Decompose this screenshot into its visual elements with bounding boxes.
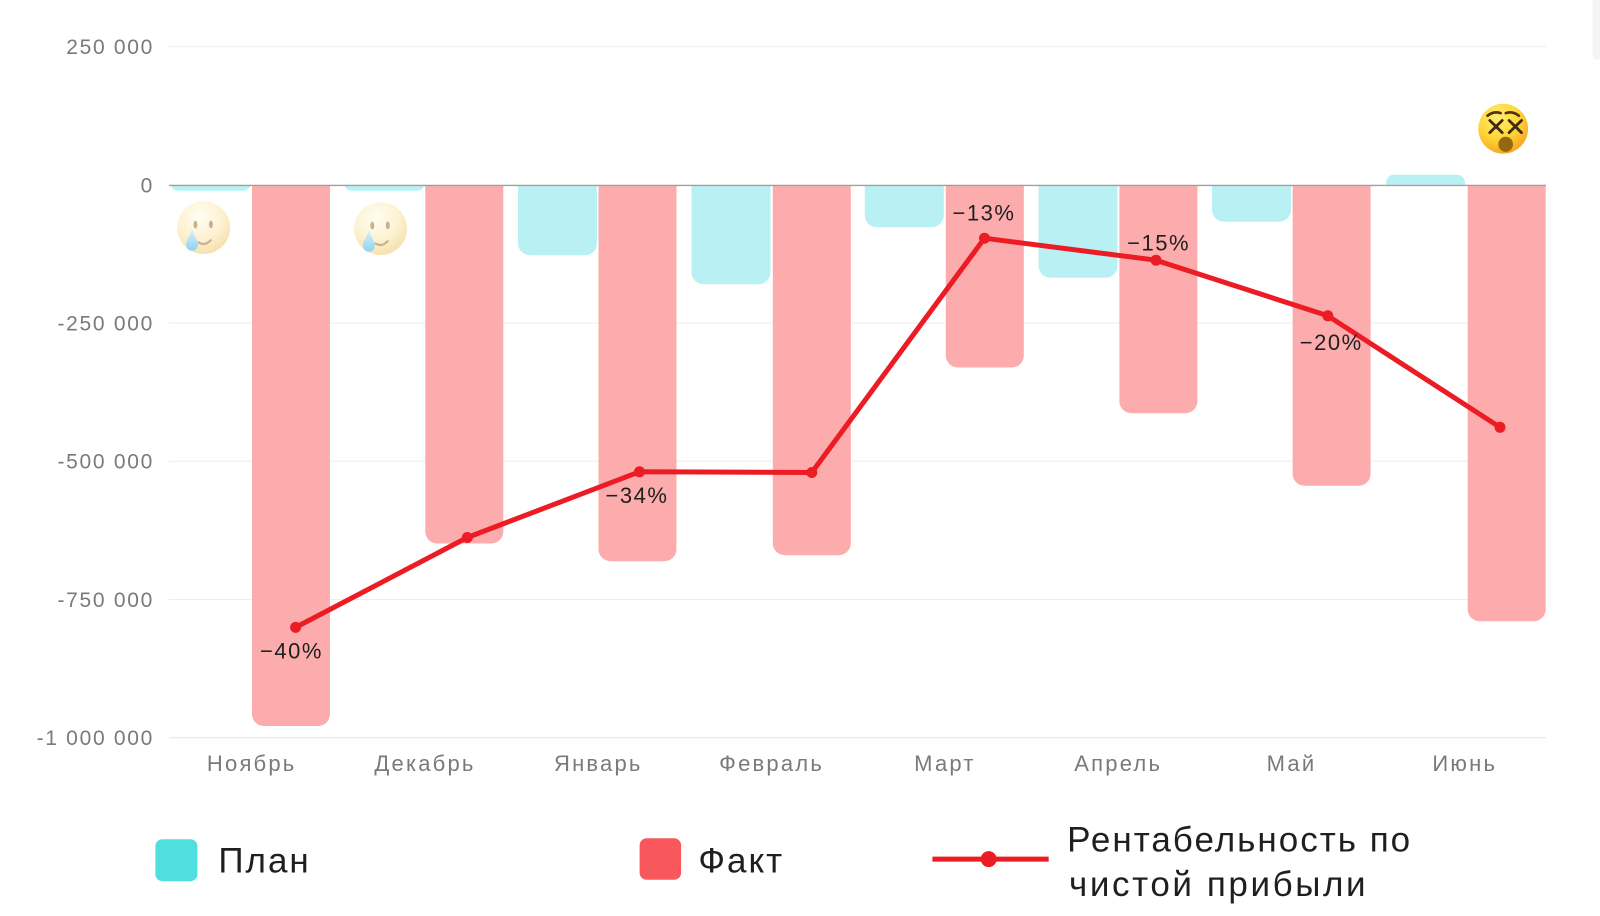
- svg-text:250 000: 250 000: [66, 36, 154, 59]
- svg-text:0: 0: [141, 175, 154, 198]
- svg-text:Май: Май: [1267, 751, 1317, 776]
- svg-text:-750 000: -750 000: [57, 589, 154, 612]
- svg-text:Ноябрь: Ноябрь: [207, 751, 297, 776]
- svg-text:-500 000: -500 000: [57, 451, 154, 474]
- svg-text:Февраль: Февраль: [719, 751, 824, 776]
- svg-text:чистой прибыли: чистой прибыли: [1069, 865, 1368, 904]
- svg-text:Апрель: Апрель: [1074, 751, 1162, 776]
- svg-text:Июнь: Июнь: [1432, 751, 1497, 776]
- svg-text:−13%: −13%: [953, 200, 1016, 225]
- svg-text:−40%: −40%: [260, 638, 323, 663]
- svg-text:-1 000 000: -1 000 000: [37, 727, 154, 750]
- svg-text:План: План: [218, 842, 310, 881]
- svg-text:−20%: −20%: [1300, 330, 1363, 355]
- svg-text:−15%: −15%: [1127, 230, 1190, 255]
- svg-text:Январь: Январь: [554, 751, 643, 776]
- svg-text:−34%: −34%: [606, 483, 669, 508]
- svg-text:Март: Март: [914, 751, 975, 776]
- svg-text:Декабрь: Декабрь: [374, 751, 475, 776]
- svg-text:Факт: Факт: [698, 842, 784, 881]
- svg-text:Рентабельность по: Рентабельность по: [1067, 821, 1412, 860]
- svg-text:-250 000: -250 000: [57, 312, 154, 335]
